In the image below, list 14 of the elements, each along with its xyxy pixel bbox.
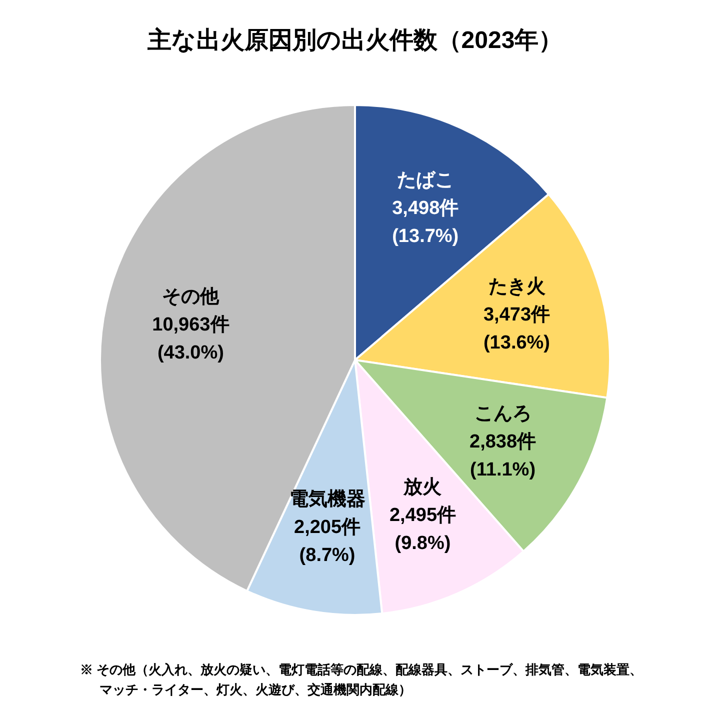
slice-label: その他 [162,286,220,308]
text: ※ その他（火入れ、放火の疑い、電灯電話等の配線、配線器具、ストーブ、排気管、電気装置、マッチ・ライター、灯火、火遊び、交通機関内配線） [80,661,644,699]
data-label: 3,498件(13.7%) [392,198,459,248]
slice-label: たき火 [488,276,546,298]
data-label: 2,205件(8.7%) [294,517,361,566]
data-label: 10,963件(43.0%) [152,314,230,364]
data-label: 3,473件(13.6%) [483,304,550,354]
data-label: 2,495件(9.8%) [389,505,456,554]
slice-label: 電気機器 [289,489,366,510]
chart-title: 主な出火原因別の出火件数（2023年） [146,26,563,54]
data-label: 2,838件(11.1%) [470,432,536,481]
slice-label: たばこ [396,170,454,192]
slice-label: 放火 [402,476,443,498]
slice-label: こんろ [474,404,532,425]
